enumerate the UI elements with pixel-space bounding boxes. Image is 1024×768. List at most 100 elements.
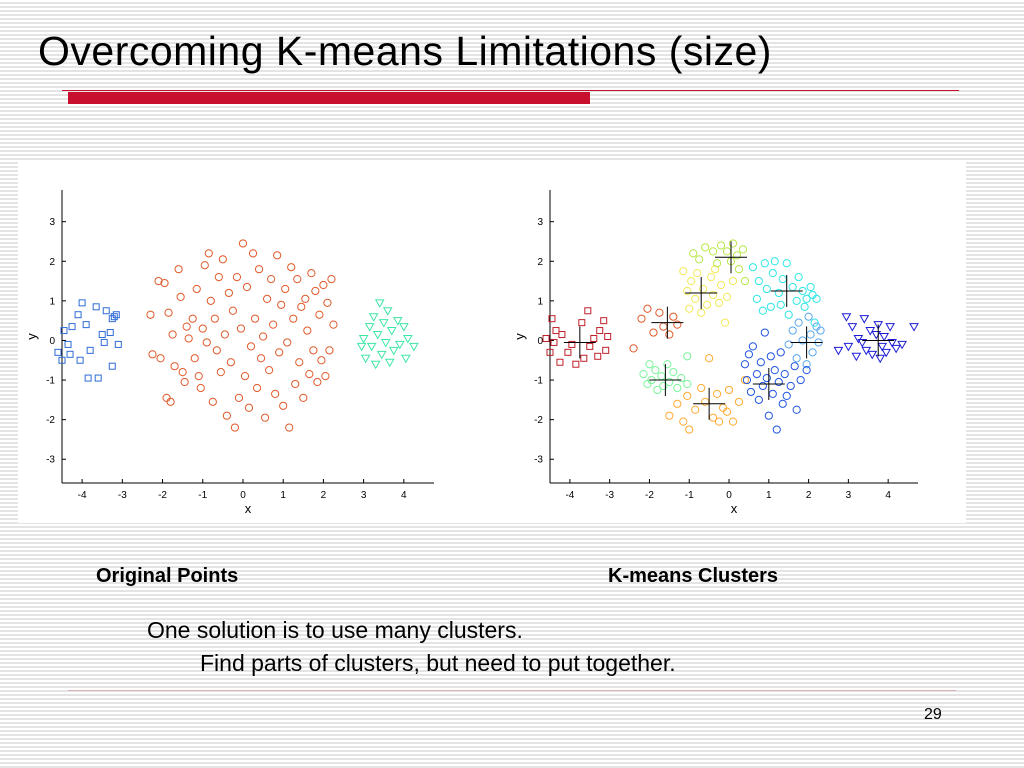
data-point-circle xyxy=(718,403,728,412)
data-point-circle xyxy=(776,300,785,309)
data-point-circle xyxy=(792,354,801,363)
data-point-square xyxy=(556,358,564,366)
caption-kmeans-clusters: K-means Clusters xyxy=(608,565,779,587)
data-point-circle xyxy=(214,273,223,282)
data-point-circle xyxy=(323,298,332,307)
data-point-circle xyxy=(665,330,674,339)
data-point-circle xyxy=(792,296,801,305)
x-tick-label: 4 xyxy=(885,490,891,501)
data-point-circle xyxy=(673,320,682,329)
data-point-triangle xyxy=(871,331,882,340)
data-point-circle xyxy=(754,276,763,286)
data-point-circle xyxy=(188,314,197,323)
data-point-square xyxy=(92,303,100,311)
data-point-circle xyxy=(246,342,256,351)
x-tick-label: -2 xyxy=(158,490,167,501)
data-point-circle xyxy=(738,245,748,254)
data-point-circle xyxy=(794,273,803,282)
data-point-circle xyxy=(317,356,326,365)
data-point-circle xyxy=(248,249,258,258)
data-point-circle xyxy=(762,373,771,383)
data-point-square xyxy=(106,329,114,337)
data-point-circle xyxy=(709,290,718,300)
data-point-circle xyxy=(703,300,712,309)
data-point-circle xyxy=(299,393,308,402)
data-point-triangle xyxy=(409,342,419,352)
data-point-circle xyxy=(760,259,769,268)
data-point-circle xyxy=(168,330,177,339)
x-tick-label: -1 xyxy=(198,490,207,501)
data-point-circle xyxy=(683,286,692,296)
data-point-circle xyxy=(269,320,278,329)
data-point-circle xyxy=(784,310,793,319)
data-point-circle xyxy=(709,247,718,256)
data-point-circle xyxy=(808,290,817,300)
data-point-circle xyxy=(236,324,246,333)
data-point-circle xyxy=(740,360,750,369)
data-point-circle xyxy=(782,391,791,400)
data-point-triangle xyxy=(370,360,381,370)
data-point-circle xyxy=(180,377,189,387)
data-point-circle xyxy=(786,381,795,391)
data-point-square xyxy=(58,356,66,364)
y-tick-label: 0 xyxy=(49,336,55,347)
data-point-triangle xyxy=(394,340,405,350)
data-point-circle xyxy=(712,259,722,268)
data-point-circle xyxy=(196,383,205,393)
data-point-triangle xyxy=(374,299,385,308)
data-point-circle xyxy=(689,249,698,258)
kmeans-clusters-scatter-plot: -4 -3 -2 -1 0 1 2 3 4 -3 -2 -1 0 1 2 3 x y xyxy=(512,190,919,516)
data-point-triangle xyxy=(843,342,854,352)
data-point-triangle xyxy=(378,319,389,328)
data-point-square xyxy=(112,311,120,319)
data-point-square xyxy=(102,307,110,315)
centroid-marker xyxy=(770,274,803,307)
centroid-marker xyxy=(651,306,684,339)
data-point-circle xyxy=(176,292,185,302)
data-point-circle xyxy=(250,314,260,323)
data-point-triangle xyxy=(909,323,919,332)
data-point-circle xyxy=(645,360,654,369)
data-point-square xyxy=(558,331,566,339)
data-point-circle xyxy=(724,385,734,395)
data-point-circle xyxy=(794,318,803,327)
data-point-circle xyxy=(281,284,290,294)
data-point-circle xyxy=(263,294,272,303)
data-point-square xyxy=(564,348,572,356)
data-point-circle xyxy=(800,302,809,311)
data-point-triangle xyxy=(851,352,862,362)
data-point-triangle xyxy=(366,342,377,352)
data-point-circle xyxy=(174,265,183,274)
data-point-triangle xyxy=(382,307,393,316)
x-tick-label: 3 xyxy=(846,490,852,501)
x-tick-label: -4 xyxy=(78,490,87,501)
data-point-circle xyxy=(271,389,280,399)
data-point-circle xyxy=(283,338,292,347)
data-point-circle xyxy=(788,282,797,292)
data-point-circle xyxy=(190,354,199,363)
data-point-triangle xyxy=(897,340,907,350)
data-point-circle xyxy=(728,417,738,426)
data-point-circle xyxy=(768,269,777,278)
data-point-triangle xyxy=(867,350,878,360)
data-point-circle xyxy=(204,249,213,258)
x-tick-label: 3 xyxy=(361,490,367,501)
y-axis-label: y xyxy=(24,333,39,340)
x-axis-label: x xyxy=(731,501,738,516)
page-number: 29 xyxy=(924,706,942,723)
data-point-circle xyxy=(160,278,169,288)
data-point-circle xyxy=(307,269,316,278)
data-point-square xyxy=(602,346,610,354)
data-point-triangle xyxy=(841,313,852,322)
data-point-circle xyxy=(774,377,783,387)
data-point-circle xyxy=(732,251,742,260)
data-point-circle xyxy=(720,318,730,327)
data-point-circle xyxy=(806,330,815,339)
data-point-circle xyxy=(804,312,813,321)
data-point-circle xyxy=(754,395,763,404)
data-point-circle xyxy=(164,308,173,317)
data-point-circle xyxy=(210,314,219,323)
data-point-circle xyxy=(166,397,175,406)
data-point-circle xyxy=(256,354,266,363)
original-points-scatter-plot: -4 -3 -2 -1 0 1 2 3 4 -3 -2 -1 0 1 2 3 x y xyxy=(24,190,434,516)
